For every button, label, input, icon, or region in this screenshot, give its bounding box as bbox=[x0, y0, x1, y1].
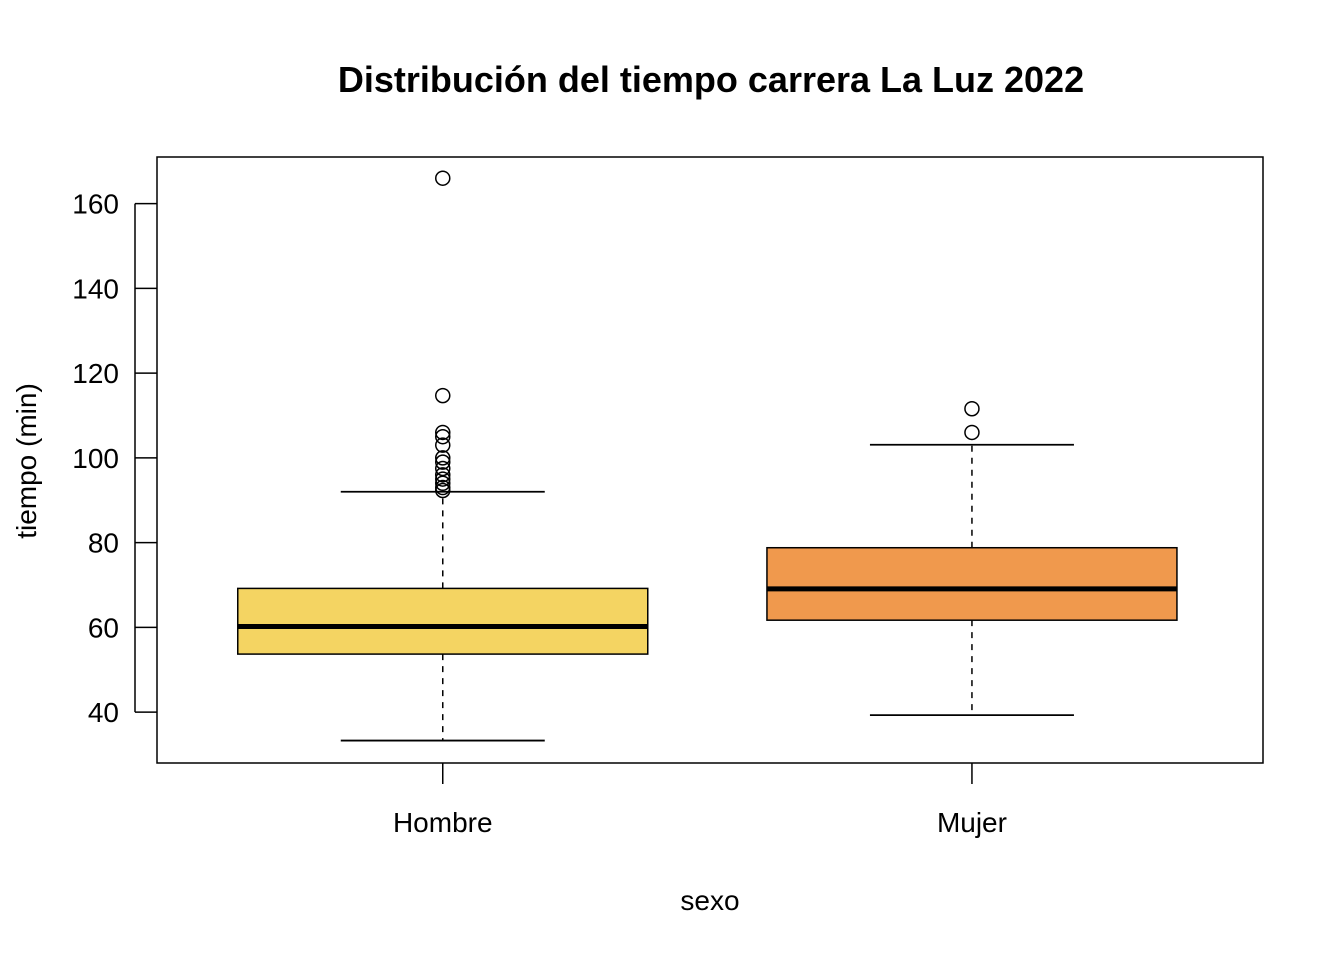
outlier-point bbox=[435, 460, 451, 477]
chart-title: Distribución del tiempo carrera La Luz 2… bbox=[338, 59, 1084, 100]
x-axis: Hombre Mujer bbox=[393, 763, 1007, 838]
plot-frame bbox=[156, 156, 1264, 764]
box-group-hombre bbox=[237, 170, 649, 742]
outlier-point bbox=[435, 479, 451, 496]
outlier-point bbox=[435, 454, 451, 470]
outlier-point bbox=[435, 170, 451, 186]
y-tick-label: 140 bbox=[72, 273, 119, 304]
x-axis-label: sexo bbox=[680, 885, 739, 916]
x-tick-label: Hombre bbox=[393, 807, 493, 838]
outlier-point bbox=[435, 428, 451, 445]
y-tick-label: 40 bbox=[88, 697, 119, 728]
boxes bbox=[237, 170, 1178, 742]
x-tick-label: Mujer bbox=[937, 807, 1007, 838]
y-axis: 40 60 80 100 120 140 160 bbox=[72, 189, 157, 728]
box-group-mujer bbox=[766, 400, 1178, 717]
outlier-point bbox=[435, 471, 451, 487]
outlier-point bbox=[435, 475, 451, 492]
y-tick-label: 80 bbox=[88, 528, 119, 559]
iqr-box bbox=[766, 546, 1178, 621]
outlier-point bbox=[435, 437, 451, 453]
outlier-point bbox=[964, 424, 980, 441]
y-axis-label: tiempo (min) bbox=[11, 383, 42, 539]
outlier-point bbox=[435, 387, 451, 404]
outlier-point bbox=[435, 424, 451, 441]
outlier-point bbox=[435, 467, 451, 483]
y-tick-label: 120 bbox=[72, 358, 119, 389]
y-tick-label: 100 bbox=[72, 443, 119, 474]
iqr-box bbox=[237, 587, 649, 655]
y-tick-label: 60 bbox=[88, 612, 119, 643]
y-tick-label: 160 bbox=[72, 189, 119, 220]
outlier-point bbox=[964, 400, 980, 417]
outlier-point bbox=[435, 450, 451, 466]
